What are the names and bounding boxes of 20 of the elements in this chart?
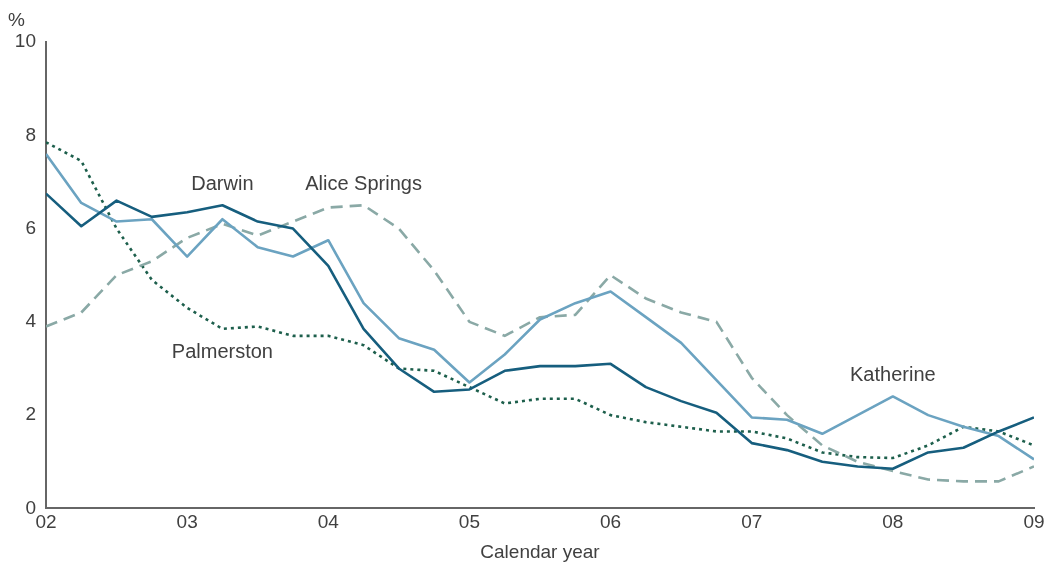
x-tick-label: 02 (35, 511, 57, 533)
x-tick-label: 04 (317, 511, 340, 533)
y-tick-label: 2 (25, 403, 36, 425)
y-tick-label: 8 (25, 123, 36, 145)
y-axis-title: % (8, 9, 25, 30)
x-tick-label: 08 (882, 511, 904, 533)
x-tick-label: 09 (1023, 511, 1045, 533)
series-label: Alice Springs (305, 172, 422, 195)
x-tick-label: 03 (176, 511, 198, 533)
y-tick-label: 0 (25, 496, 36, 518)
y-tick-label: 4 (25, 310, 37, 332)
x-tick-label: 05 (458, 511, 480, 533)
x-tick-label: 06 (600, 511, 622, 533)
series-label: Palmerston (171, 339, 273, 362)
y-tick-label: 10 (14, 30, 36, 52)
x-axis-title: Calendar year (480, 540, 601, 562)
series-label: Katherine (850, 363, 936, 386)
x-tick-label: 07 (741, 511, 763, 533)
y-tick-label: 6 (25, 216, 36, 238)
series-label: Darwin (191, 172, 254, 195)
